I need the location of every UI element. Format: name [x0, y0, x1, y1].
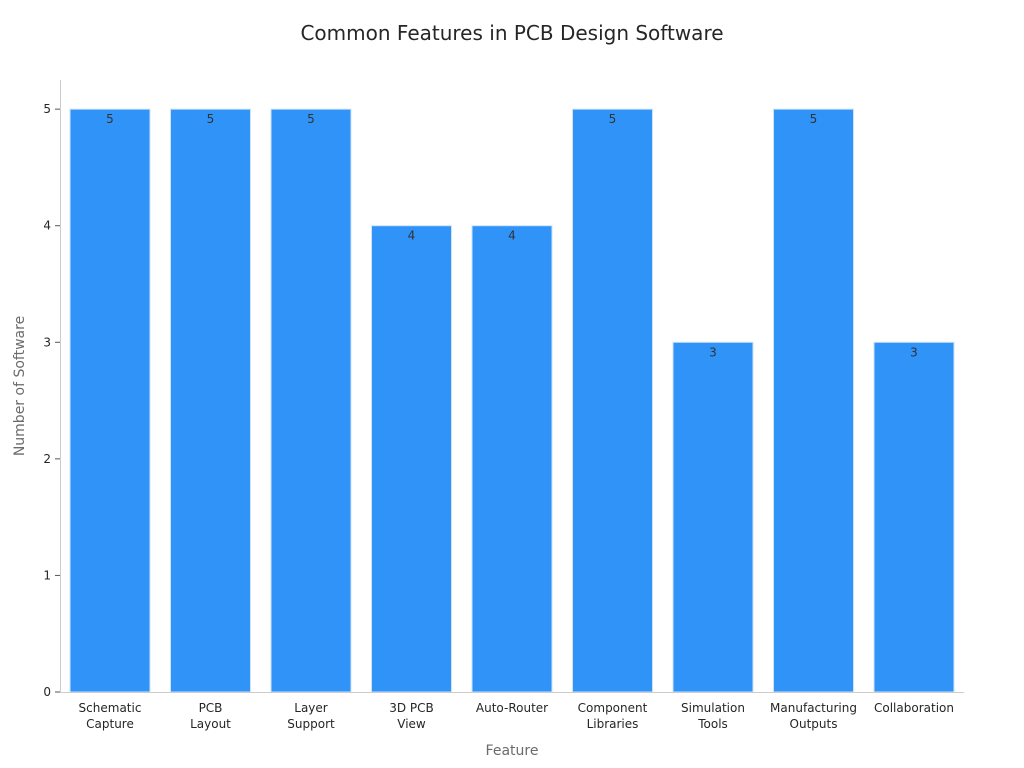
x-tick-label-1-line-0: PCB [199, 701, 223, 715]
y-tick-label-0: 0 [43, 685, 51, 699]
x-tick-label-6-line-0: Simulation [681, 701, 745, 715]
data-label-4: 4 [508, 229, 516, 243]
y-axis-title: Number of Software [12, 316, 28, 456]
x-tick-label-3-line-1: View [397, 717, 426, 731]
x-tick-label-7-line-0: Manufacturing [770, 701, 857, 715]
data-labels-group: 5 5 5 4 4 5 3 5 3 [106, 112, 918, 359]
x-tick-label-8: Collaboration [874, 701, 954, 715]
bar-5 [572, 108, 653, 693]
x-tick-label-0: Schematic Capture [79, 701, 142, 731]
x-tick-label-3: 3D PCB View [389, 701, 434, 731]
data-label-8: 3 [910, 345, 918, 359]
bar-7 [773, 108, 854, 693]
bar-2 [270, 108, 352, 693]
bar-1 [170, 108, 251, 693]
x-tick-label-2-line-0: Layer [294, 701, 328, 715]
bar-4 [471, 225, 553, 693]
x-tick-label-7-line-1: Outputs [790, 717, 838, 731]
data-label-7: 5 [810, 112, 818, 126]
x-tick-label-2-line-1: Support [287, 717, 335, 731]
data-label-1: 5 [207, 112, 215, 126]
data-label-3: 4 [408, 229, 416, 243]
x-axis: Schematic Capture PCB Layout Layer Support 3D … [60, 692, 964, 731]
x-tick-label-5-line-0: Component [578, 701, 648, 715]
x-tick-label-6: Simulation Tools [681, 701, 745, 731]
data-label-0: 5 [106, 112, 114, 126]
data-label-6: 3 [709, 345, 717, 359]
y-tick-label-1: 1 [43, 568, 51, 582]
data-label-2: 5 [307, 112, 315, 126]
y-tick-label-4: 4 [43, 219, 51, 233]
bar-0 [69, 108, 151, 693]
y-tick-label-2: 2 [43, 452, 51, 466]
x-tick-label-2: Layer Support [287, 701, 335, 731]
data-label-5: 5 [609, 112, 617, 126]
y-axis: 0 1 2 3 4 5 [43, 80, 61, 699]
x-tick-label-3-line-0: 3D PCB [389, 701, 434, 715]
x-tick-label-1-line-1: Layout [190, 717, 231, 731]
bars-group [69, 108, 955, 693]
y-tick-label-5: 5 [43, 102, 51, 116]
x-tick-label-7: Manufacturing Outputs [770, 701, 857, 731]
x-tick-label-6-line-1: Tools [697, 717, 728, 731]
x-tick-label-4-line-0: Auto-Router [476, 701, 548, 715]
x-tick-label-0-line-1: Capture [86, 717, 134, 731]
x-tick-label-4: Auto-Router [476, 701, 548, 715]
bar-6 [672, 341, 754, 693]
bar-3 [371, 225, 452, 693]
bar-8 [873, 341, 955, 693]
chart-title: Common Features in PCB Design Software [300, 21, 723, 45]
y-tick-label-3: 3 [43, 335, 51, 349]
x-tick-label-5-line-1: Libraries [587, 717, 639, 731]
x-tick-label-8-line-0: Collaboration [874, 701, 954, 715]
x-axis-title: Feature [486, 743, 539, 759]
x-tick-label-5: Component Libraries [578, 701, 648, 731]
x-tick-label-0-line-0: Schematic [79, 701, 142, 715]
x-tick-label-1: PCB Layout [190, 701, 231, 731]
